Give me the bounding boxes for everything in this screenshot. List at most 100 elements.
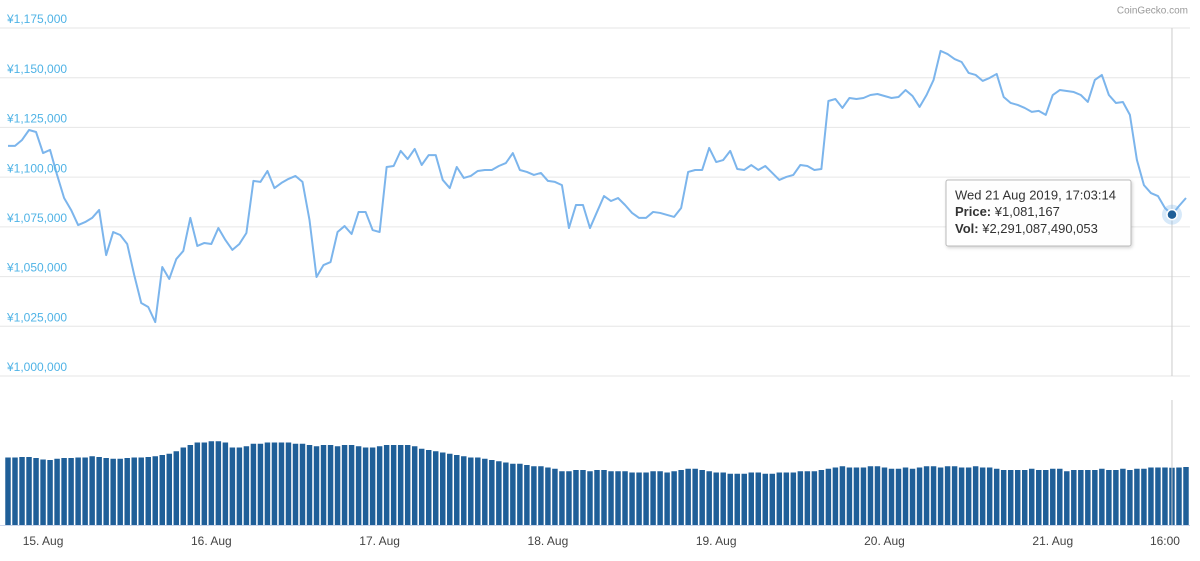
volume-bar <box>299 443 306 525</box>
volume-bar <box>82 457 88 525</box>
volume-bar <box>61 458 67 525</box>
volume-bar <box>832 467 839 525</box>
volume-bar <box>173 451 180 525</box>
volume-bar <box>1000 470 1007 525</box>
volume-bar <box>355 446 362 525</box>
volume-bar <box>720 472 726 525</box>
volume-bar <box>657 471 663 525</box>
volume-bar <box>1155 467 1161 525</box>
volume-bar <box>159 455 165 525</box>
x-tick-label: 15. Aug <box>23 534 64 548</box>
volume-bar <box>685 468 691 525</box>
volume-bar <box>503 462 509 525</box>
volume-bar <box>201 442 208 525</box>
x-tick-label: 19. Aug <box>696 534 737 548</box>
volume-bar <box>222 442 229 525</box>
volume-bar <box>741 473 747 525</box>
volume-bar <box>68 458 74 525</box>
volume-bar <box>1043 470 1049 525</box>
volume-bar <box>468 457 474 525</box>
volume-bar <box>580 470 586 525</box>
volume-bar <box>881 467 888 525</box>
volume-bar <box>965 467 972 525</box>
tooltip-volume-key: Vol: <box>955 221 979 236</box>
tooltip: Wed 21 Aug 2019, 17:03:14 Price: ¥1,081,… <box>945 28 1182 525</box>
tooltip-price-row: Price: ¥1,081,167 <box>955 204 1060 219</box>
volume-bar <box>874 466 881 525</box>
volume-bar <box>888 468 895 525</box>
volume-bar <box>678 470 684 525</box>
volume-bar <box>916 467 923 525</box>
volume-bar <box>250 443 257 525</box>
volume-bar <box>362 447 369 525</box>
volume-bar <box>313 446 320 525</box>
volume-bars <box>5 441 1189 525</box>
volume-bar <box>622 471 628 525</box>
volume-bar <box>12 457 18 525</box>
x-tick-label: 16. Aug <box>191 534 232 548</box>
volume-bar <box>327 445 334 525</box>
volume-bar <box>517 463 523 525</box>
volume-bar <box>902 467 909 525</box>
volume-bar <box>986 467 993 525</box>
volume-bar <box>615 471 621 525</box>
volume-bar <box>1014 470 1021 525</box>
volume-bar <box>54 458 60 525</box>
volume-bar <box>131 457 137 525</box>
volume-bar <box>320 445 327 525</box>
volume-bar <box>713 472 719 525</box>
volume-bar <box>369 447 376 525</box>
volume-bar <box>937 467 944 525</box>
volume-bar <box>643 472 649 525</box>
y-tick-label: ¥1,125,000 <box>6 112 67 126</box>
volume-bar <box>531 466 537 525</box>
volume-bar <box>1057 468 1063 525</box>
tooltip-price: ¥1,081,167 <box>994 204 1060 219</box>
volume-bar <box>650 471 656 525</box>
volume-bar <box>285 442 292 525</box>
volume-bar <box>930 466 937 525</box>
volume-bar <box>923 466 930 525</box>
volume-bar <box>566 471 572 525</box>
volume-bar <box>243 446 250 525</box>
volume-bar <box>257 443 264 525</box>
volume-bar <box>783 472 790 525</box>
volume-bar <box>958 467 965 525</box>
volume-bar <box>587 471 593 525</box>
volume-bar <box>47 460 53 525</box>
volume-bar <box>432 451 439 525</box>
volume-bar <box>278 442 285 525</box>
x-tick-label: 18. Aug <box>528 534 569 548</box>
labels: ¥1,000,000 ¥1,025,000 ¥1,050,000 ¥1,075,000… <box>6 12 1180 548</box>
volume-bar <box>636 472 642 525</box>
volume-bar <box>895 468 902 525</box>
volume-bar <box>124 458 130 525</box>
volume-bar <box>748 472 754 525</box>
volume-bar <box>699 470 705 525</box>
volume-bar <box>229 447 236 525</box>
volume-bar <box>1050 468 1056 525</box>
volume-bar <box>440 452 446 525</box>
y-tick-label: ¥1,050,000 <box>6 261 67 275</box>
volume-bar <box>489 460 495 525</box>
volume-bar <box>867 466 874 525</box>
y-tick-label: ¥1,075,000 <box>6 211 67 225</box>
volume-bar <box>559 471 565 525</box>
volume-bar <box>727 473 733 525</box>
volume-bar <box>1106 470 1112 525</box>
volume-bar <box>1071 470 1077 525</box>
volume-bar <box>804 471 811 525</box>
volume-bar <box>180 447 187 525</box>
volume-bar <box>348 445 355 525</box>
x-tick-label: 17. Aug <box>359 534 400 548</box>
volume-bar <box>1021 470 1028 525</box>
x-tick-label: 16:00 <box>1150 534 1180 548</box>
volume-bar <box>482 458 488 525</box>
volume-bar <box>75 457 81 525</box>
volume-bar <box>110 458 116 525</box>
x-tick-label: 21. Aug <box>1032 534 1073 548</box>
volume-bar <box>573 470 579 525</box>
volume-bar <box>1036 470 1042 525</box>
volume-bar <box>671 471 677 525</box>
volume-bar <box>166 453 173 525</box>
